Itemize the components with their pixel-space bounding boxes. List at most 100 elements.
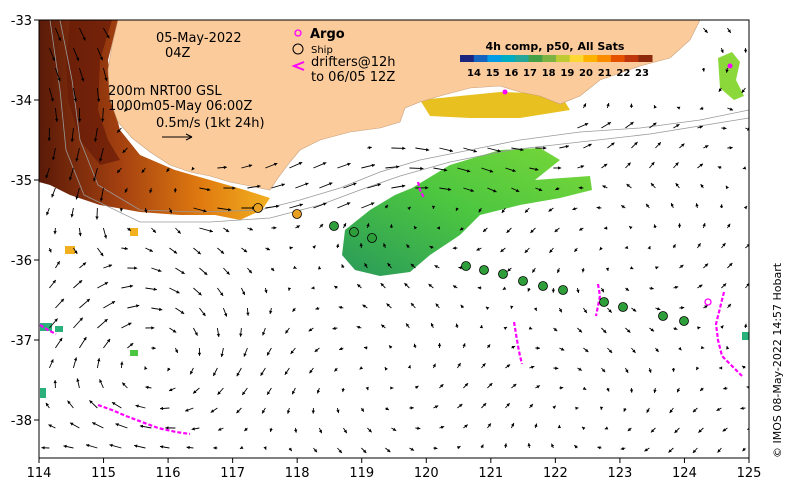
current-arrow-head bbox=[264, 289, 268, 294]
sst-yellow-strip bbox=[420, 92, 570, 118]
current-arrow-head bbox=[608, 349, 613, 353]
current-arrow-head bbox=[82, 37, 86, 41]
current-arrow-head bbox=[97, 358, 101, 362]
current-arrow-head bbox=[319, 223, 324, 228]
current-arrow-head bbox=[406, 244, 410, 248]
ship-station bbox=[461, 261, 471, 271]
current-arrow-head bbox=[530, 229, 534, 233]
current-arrow-head bbox=[534, 423, 538, 427]
current-arrow-head bbox=[655, 348, 659, 352]
current-arrow-head bbox=[104, 77, 108, 82]
current-arrow-head bbox=[328, 182, 333, 186]
current-arrow-head bbox=[134, 444, 138, 448]
current-arrow-head bbox=[632, 349, 636, 353]
sst-green-east bbox=[718, 52, 744, 100]
current-arrow-head bbox=[386, 448, 391, 453]
current-arrow-head bbox=[729, 146, 733, 150]
current-arrow-head bbox=[226, 271, 230, 275]
current-arrow-head bbox=[70, 138, 74, 142]
current-arrow-head bbox=[487, 423, 491, 427]
colorbar-swatch bbox=[610, 55, 626, 62]
current-arrow-head bbox=[311, 286, 315, 290]
current-arrow-head bbox=[678, 346, 682, 351]
current-arrow-head bbox=[380, 283, 384, 287]
current-arrow-head bbox=[177, 230, 181, 234]
ship-station bbox=[599, 297, 609, 307]
current-arrow-head bbox=[383, 243, 387, 247]
current-arrow-head bbox=[527, 443, 531, 447]
current-arrow-head bbox=[675, 162, 679, 166]
plot-frame bbox=[38, 19, 750, 459]
current-arrow-head bbox=[213, 372, 217, 377]
current-arrow-head bbox=[82, 262, 87, 266]
current-arrow-head bbox=[232, 186, 236, 190]
current-arrow-head bbox=[410, 447, 415, 451]
current-arrow-head bbox=[432, 363, 436, 368]
drifters-legend-sublabel: to 06/05 12Z bbox=[311, 70, 395, 85]
current-arrow-head bbox=[720, 49, 724, 53]
current-arrow-head bbox=[115, 423, 119, 427]
current-arrow-head bbox=[452, 246, 456, 250]
current-arrow-head bbox=[227, 207, 232, 212]
australia-landmass bbox=[107, 20, 701, 191]
current-arrow-head bbox=[746, 283, 749, 287]
y-tick-label: -34 bbox=[11, 94, 32, 109]
current-arrow-head bbox=[51, 156, 56, 161]
current-arrow bbox=[751, 28, 753, 32]
ship-station bbox=[679, 316, 689, 326]
current-arrow-head bbox=[96, 98, 101, 102]
current-arrow bbox=[750, 344, 752, 348]
current-arrow-head bbox=[413, 343, 417, 348]
current-arrow-head bbox=[262, 410, 266, 414]
current-arrow-head bbox=[109, 443, 113, 448]
current-arrow-head bbox=[557, 269, 561, 273]
current-arrow-head bbox=[68, 176, 73, 181]
current-arrow-head bbox=[95, 216, 99, 220]
current-arrow-head bbox=[173, 250, 178, 254]
current-arrow-head bbox=[650, 183, 655, 187]
current-arrow-head bbox=[76, 378, 80, 382]
current-arrow-head bbox=[54, 318, 58, 322]
current-arrow-head bbox=[582, 386, 587, 390]
current-arrow-head bbox=[60, 298, 64, 303]
current-arrow-head bbox=[620, 446, 625, 451]
current-arrow-head bbox=[191, 427, 195, 431]
current-arrow-head bbox=[73, 98, 78, 102]
current-arrow-head bbox=[169, 388, 173, 392]
current-arrow-head bbox=[486, 344, 491, 348]
current-vector-field bbox=[41, 27, 753, 454]
x-tick-label: 114 bbox=[27, 466, 52, 481]
current-arrow-head bbox=[466, 169, 471, 173]
current-arrow-head bbox=[460, 304, 464, 309]
current-arrow-head bbox=[78, 280, 83, 284]
current-arrow-head bbox=[415, 385, 419, 389]
current-arrow-head bbox=[529, 404, 533, 408]
current-arrow-head bbox=[124, 108, 128, 112]
current-arrow-head bbox=[727, 303, 731, 308]
current-arrow-head bbox=[158, 307, 163, 311]
current-arrow-head bbox=[203, 271, 208, 275]
current-arrow-head bbox=[106, 34, 110, 39]
current-arrow-head bbox=[417, 426, 421, 430]
current-arrow-head bbox=[336, 409, 340, 414]
current-arrow-head bbox=[716, 407, 720, 411]
current-arrow-head bbox=[729, 107, 734, 111]
current-arrow-head bbox=[726, 346, 730, 350]
current-arrow-head bbox=[605, 267, 610, 271]
current-arrow-head bbox=[157, 268, 162, 273]
current-arrow-head bbox=[407, 365, 411, 369]
current-arrow-head bbox=[527, 288, 531, 292]
current-arrow-head bbox=[646, 409, 650, 413]
current-arrow-head bbox=[57, 37, 62, 41]
current-arrow-head bbox=[503, 443, 508, 447]
current-arrow-head bbox=[704, 145, 709, 149]
current-arrow-head bbox=[725, 185, 730, 190]
x-tick-label: 125 bbox=[737, 466, 762, 481]
current-arrow bbox=[751, 303, 753, 308]
current-arrow-head bbox=[246, 312, 250, 316]
current-arrow-head bbox=[173, 189, 178, 193]
current-arrow-head bbox=[629, 103, 634, 107]
current-arrow-head bbox=[538, 187, 543, 192]
product-label: 200m NRT00 GSL bbox=[108, 84, 222, 99]
current-arrow-head bbox=[506, 403, 510, 407]
